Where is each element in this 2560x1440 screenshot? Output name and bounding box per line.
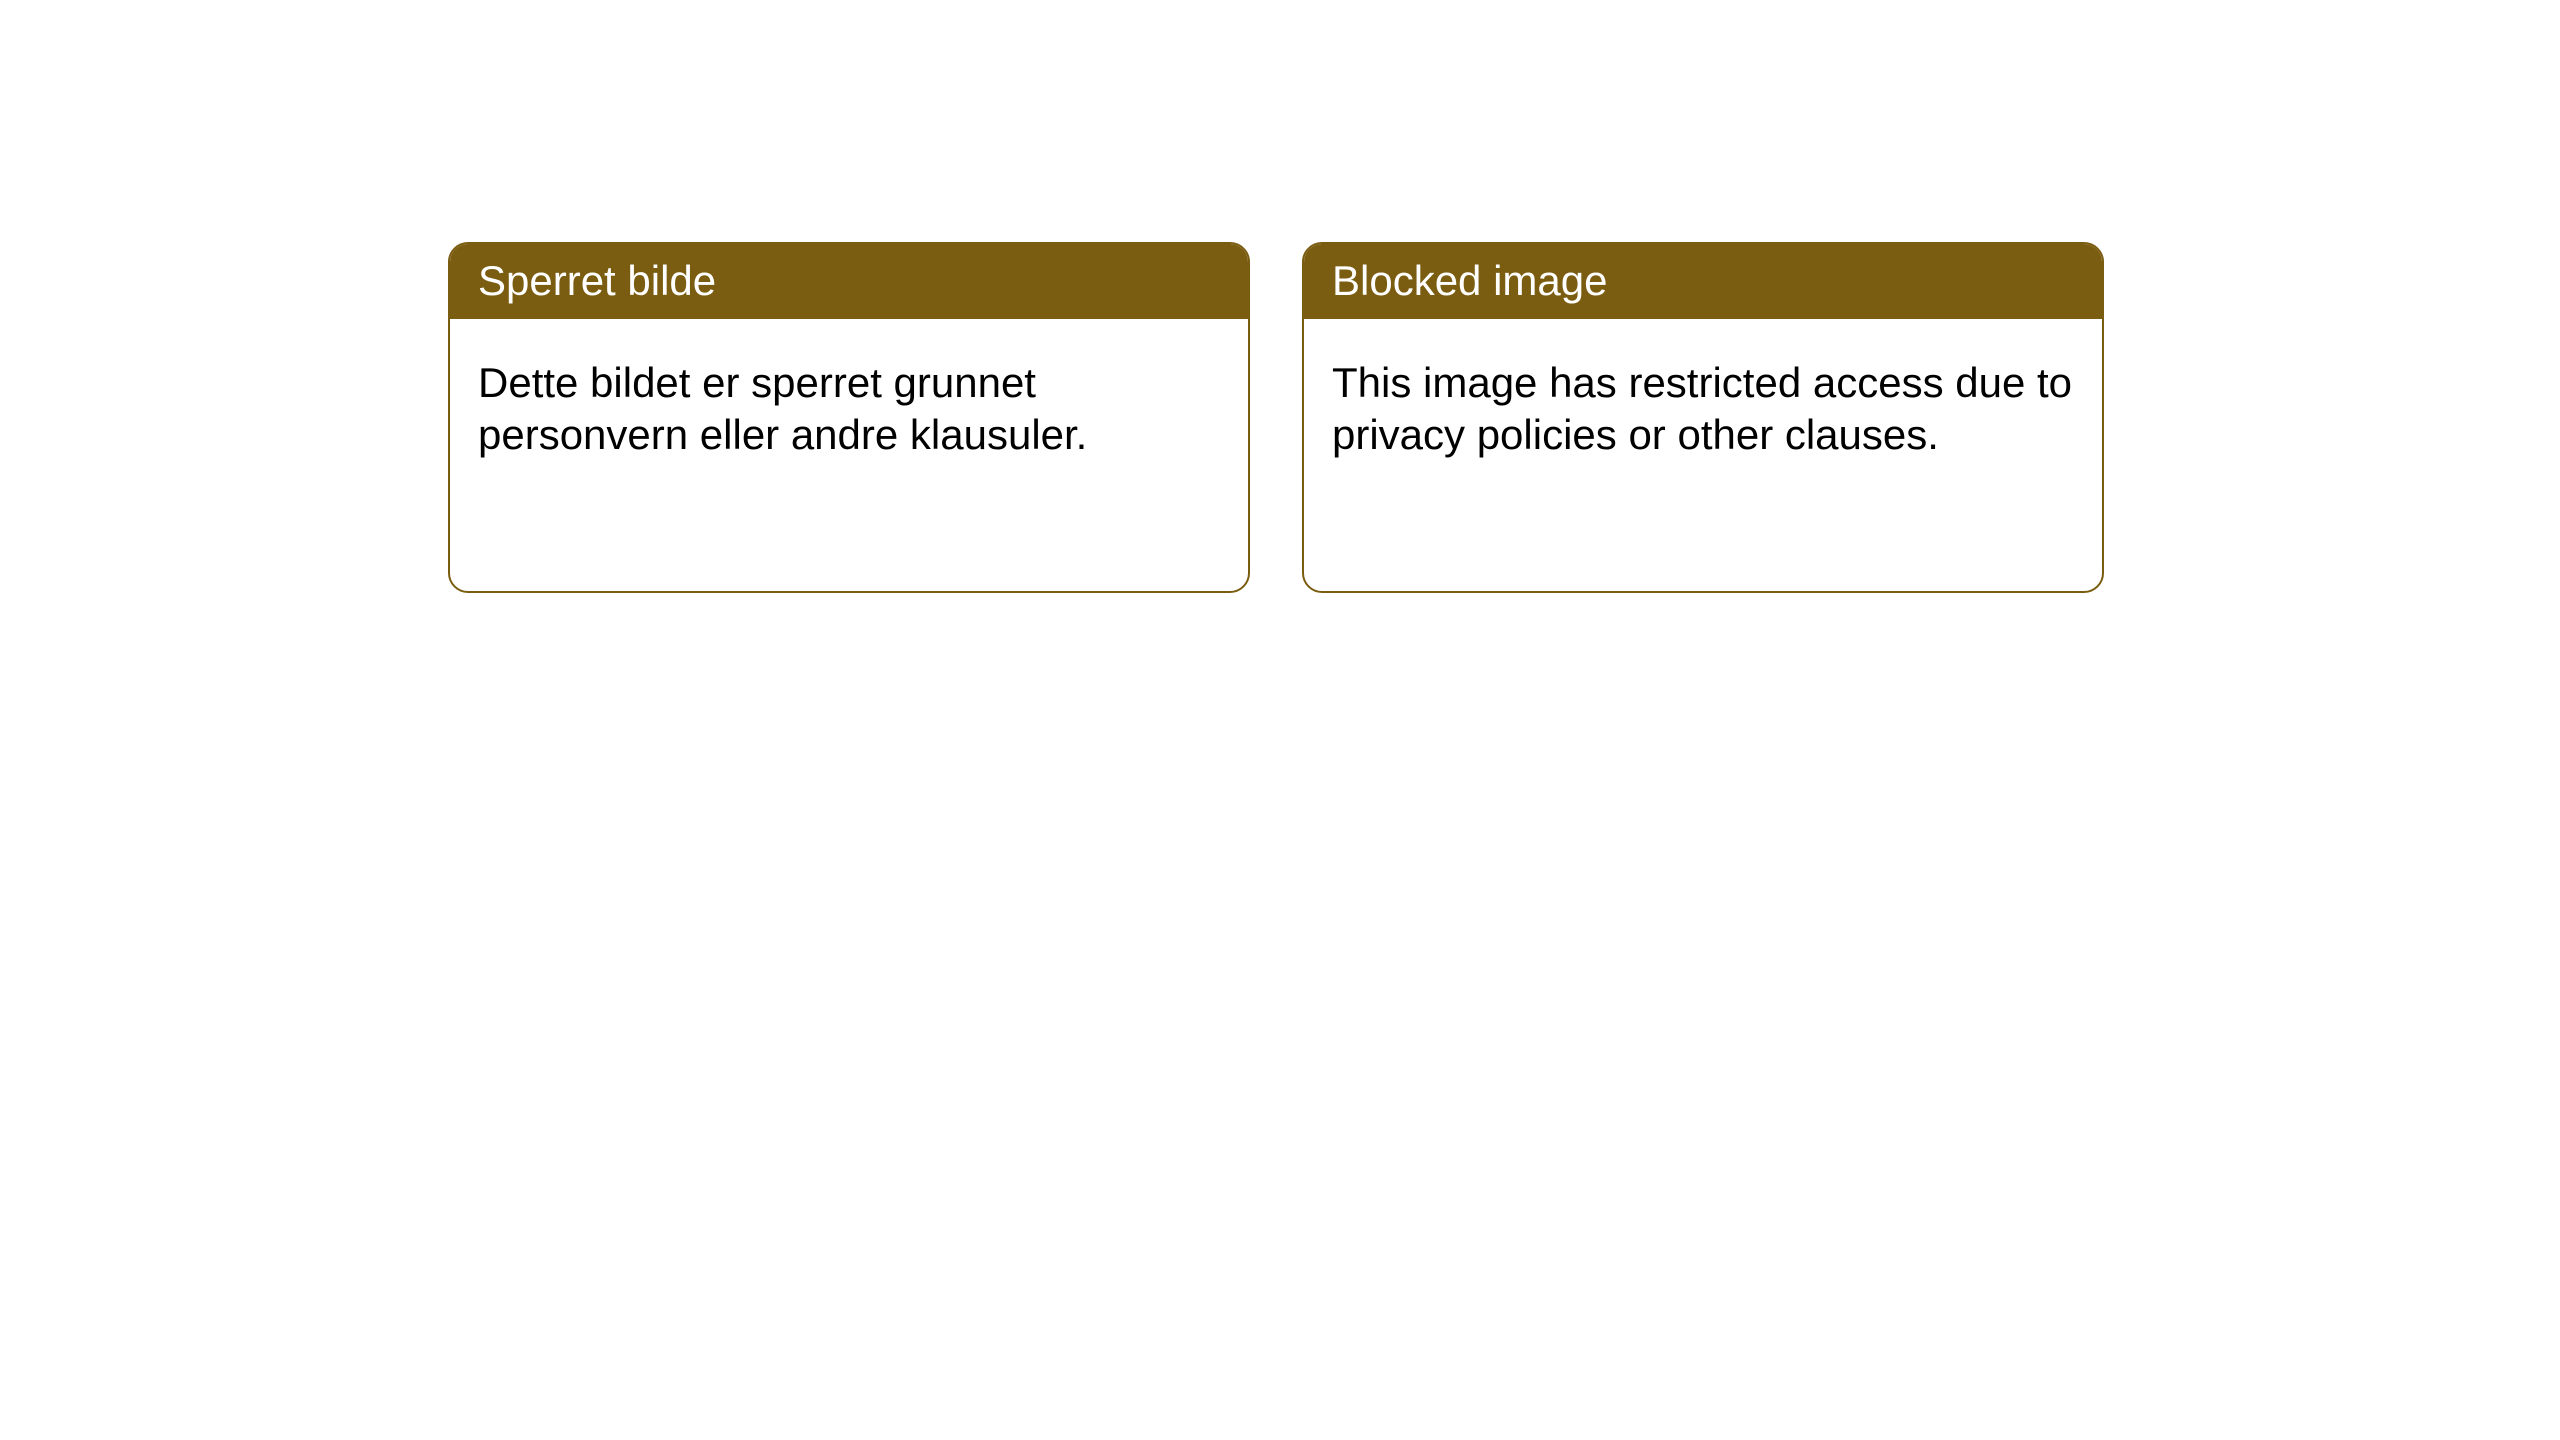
card-body: This image has restricted access due to … <box>1304 319 2102 591</box>
card-header: Blocked image <box>1304 244 2102 319</box>
card-header: Sperret bilde <box>450 244 1248 319</box>
cards-container: Sperret bilde Dette bildet er sperret gr… <box>0 0 2560 593</box>
card-body: Dette bildet er sperret grunnet personve… <box>450 319 1248 591</box>
blocked-image-card-en: Blocked image This image has restricted … <box>1302 242 2104 593</box>
blocked-image-card-no: Sperret bilde Dette bildet er sperret gr… <box>448 242 1250 593</box>
